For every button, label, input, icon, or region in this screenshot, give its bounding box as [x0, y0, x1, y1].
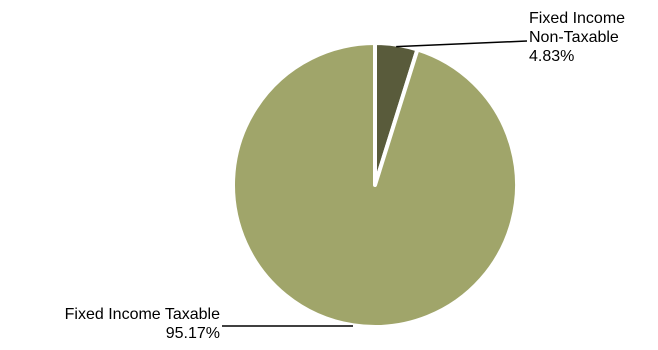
slice-label-non-taxable-percent: 4.83%	[529, 48, 575, 65]
pie-slice-fixed-income-taxable	[231, 41, 519, 329]
slice-label-taxable-line1: Fixed Income Taxable	[64, 306, 220, 323]
slice-label-non-taxable-line1: Fixed Income	[529, 10, 626, 27]
slice-label-non-taxable-line2: Non-Taxable	[529, 29, 619, 46]
slice-label-taxable-percent: 95.17%	[165, 325, 220, 342]
slice-label-taxable: Fixed Income Taxable 95.17%	[65, 305, 220, 343]
leader-line-non-taxable	[396, 40, 528, 48]
slice-label-non-taxable: Fixed Income Non-Taxable 4.83%	[529, 9, 625, 66]
